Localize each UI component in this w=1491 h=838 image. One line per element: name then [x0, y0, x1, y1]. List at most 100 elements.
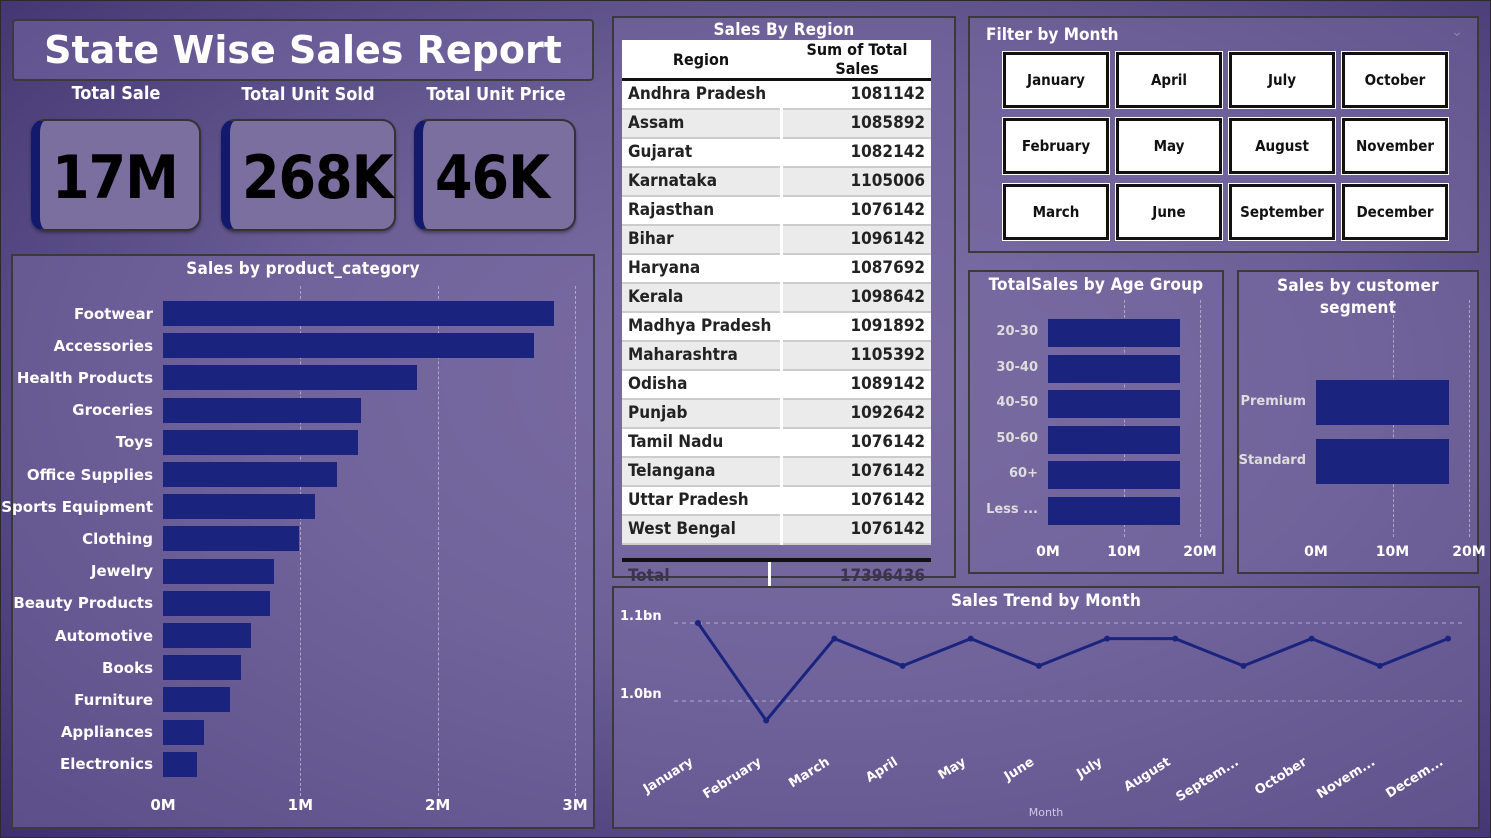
product-category-plot: 0M 1M 2M 3M Footwear Accessories Health Produc…	[1, 256, 593, 827]
data-point[interactable]	[1104, 635, 1111, 642]
month-button-september[interactable]: September	[1228, 183, 1336, 241]
sales-column-header[interactable]: Sum of Total Sales	[781, 40, 931, 81]
sales-by-region-table[interactable]: Sales By Region Region Sum of Total Sale…	[612, 16, 956, 588]
month-button-december[interactable]: December	[1341, 183, 1449, 241]
region-name-cell: Rajasthan	[622, 195, 783, 226]
data-point[interactable]	[1240, 662, 1247, 669]
data-point[interactable]	[1445, 635, 1451, 642]
product-category-chart-title: Sales by product_category	[186, 259, 420, 279]
category-label: Sports Equipment	[1, 497, 153, 516]
bar[interactable]	[1048, 497, 1181, 525]
product-category-chart[interactable]: Sales by product_category 0M 1M 2M 3M Footwe…	[1, 254, 595, 829]
x-tick-label: 10M	[1375, 544, 1410, 560]
table-row[interactable]: Madhya Pradesh 1091892	[622, 311, 931, 342]
month-button-april[interactable]: April	[1115, 51, 1223, 109]
month-button-october[interactable]: October	[1341, 51, 1449, 109]
region-sales-cell: 1076142	[781, 195, 931, 226]
sales-trend-xlabel: Month	[1028, 806, 1064, 819]
month-button-february[interactable]: February	[1002, 117, 1110, 175]
region-sales-cell: 1076142	[781, 485, 931, 516]
bar[interactable]	[163, 655, 242, 681]
month-button-august[interactable]: August	[1228, 117, 1336, 175]
bar[interactable]	[163, 623, 251, 648]
region-name-cell: Tamil Nadu	[622, 427, 783, 458]
bar[interactable]	[163, 558, 275, 584]
month-button-january[interactable]: January	[1002, 51, 1110, 109]
table-row[interactable]: Assam 1085892	[622, 108, 931, 139]
chevron-down-icon[interactable]: ⌄	[1451, 24, 1463, 40]
table-row[interactable]: Karnataka 1105006	[622, 166, 931, 197]
region-sales-cell: 1096142	[781, 224, 931, 255]
age-group-chart[interactable]: TotalSales by Age Group 0M 10M 20M 20-30 30-…	[968, 270, 1224, 574]
region-name-cell: Telangana	[622, 456, 783, 487]
region-sales-cell: 1105392	[781, 340, 931, 371]
bar[interactable]	[1048, 461, 1181, 490]
table-row[interactable]: Tamil Nadu 1076142	[622, 427, 931, 458]
data-point[interactable]	[899, 662, 906, 669]
region-column-header[interactable]: Region	[622, 40, 783, 81]
bar[interactable]	[1048, 354, 1181, 383]
customer-segment-plot: 0M 10M 20M Premium Standard	[1239, 272, 1486, 572]
table-row[interactable]: Maharashtra 1105392	[622, 340, 931, 371]
data-point[interactable]	[1308, 635, 1315, 642]
sales-trend-line[interactable]	[696, 622, 1449, 722]
table-row[interactable]: Rajasthan 1076142	[622, 195, 931, 226]
data-point[interactable]	[831, 635, 838, 642]
x-tick-label: February	[701, 754, 765, 802]
bar[interactable]	[163, 590, 271, 616]
kpi-card-total-sale[interactable]: 17M	[31, 119, 201, 231]
month-button-march[interactable]: March	[1002, 183, 1110, 241]
region-sales-cell: 1098642	[781, 282, 931, 313]
sales-trend-chart[interactable]: Sales Trend by Month Month 1.0bn 1.1bn Jan…	[612, 586, 1480, 829]
kpi-card-total-unit-price[interactable]: 46K	[414, 119, 576, 231]
bar[interactable]	[163, 462, 338, 487]
table-row[interactable]: Gujarat 1082142	[622, 137, 931, 168]
data-point[interactable]	[1376, 662, 1383, 669]
table-row[interactable]: Bihar 1096142	[622, 224, 931, 255]
table-row[interactable]: Andhra Pradesh 1081142	[622, 79, 931, 110]
bar[interactable]	[163, 365, 418, 391]
region-sales-cell: 1092642	[781, 398, 931, 429]
bar[interactable]	[1048, 319, 1181, 347]
data-point[interactable]	[695, 620, 701, 626]
region-table: Region Sum of Total Sales Andhra Pradesh…	[622, 40, 931, 545]
bar[interactable]	[163, 526, 299, 552]
bar[interactable]	[163, 397, 361, 423]
bar[interactable]	[163, 429, 358, 455]
region-name-cell: Madhya Pradesh	[622, 311, 783, 342]
data-point[interactable]	[967, 635, 974, 642]
bar[interactable]	[163, 333, 534, 359]
bar[interactable]	[1048, 390, 1181, 419]
table-row[interactable]: Punjab 1092642	[622, 398, 931, 429]
region-sales-cell: 1076142	[781, 514, 931, 545]
month-button-july[interactable]: July	[1228, 51, 1336, 109]
table-row[interactable]: Haryana 1087692	[622, 253, 931, 284]
data-point[interactable]	[1172, 635, 1179, 642]
table-row[interactable]: Odisha 1089142	[622, 369, 931, 400]
bar[interactable]	[163, 494, 316, 520]
kpi-card-total-unit-sold[interactable]: 268K	[221, 119, 396, 231]
customer-segment-chart[interactable]: Sales by customer segment 0M 10M 20M Premiu…	[1237, 270, 1486, 574]
table-row[interactable]: Kerala 1098642	[622, 282, 931, 313]
table-row[interactable]: Telangana 1076142	[622, 456, 931, 487]
bar[interactable]	[163, 301, 555, 326]
data-point[interactable]	[763, 717, 770, 724]
month-button-may[interactable]: May	[1115, 117, 1223, 175]
bar[interactable]	[1316, 439, 1450, 484]
bar[interactable]	[163, 687, 231, 713]
x-tick-label: March	[786, 755, 832, 792]
table-row[interactable]: West Bengal 1076142	[622, 514, 931, 545]
y-tick-label: 1.0bn	[620, 687, 662, 702]
category-label: 20-30	[996, 324, 1038, 339]
bar[interactable]	[163, 751, 198, 777]
bar[interactable]	[1316, 380, 1450, 425]
x-tick-label: August	[1121, 755, 1173, 795]
bar[interactable]	[163, 719, 205, 745]
data-point[interactable]	[1035, 662, 1042, 669]
category-label: Beauty Products	[13, 594, 153, 613]
month-button-june[interactable]: June	[1115, 183, 1223, 241]
month-button-november[interactable]: November	[1341, 117, 1449, 175]
region-name-cell: West Bengal	[622, 514, 783, 545]
bar[interactable]	[1048, 425, 1181, 454]
table-row[interactable]: Uttar Pradesh 1076142	[622, 485, 931, 516]
